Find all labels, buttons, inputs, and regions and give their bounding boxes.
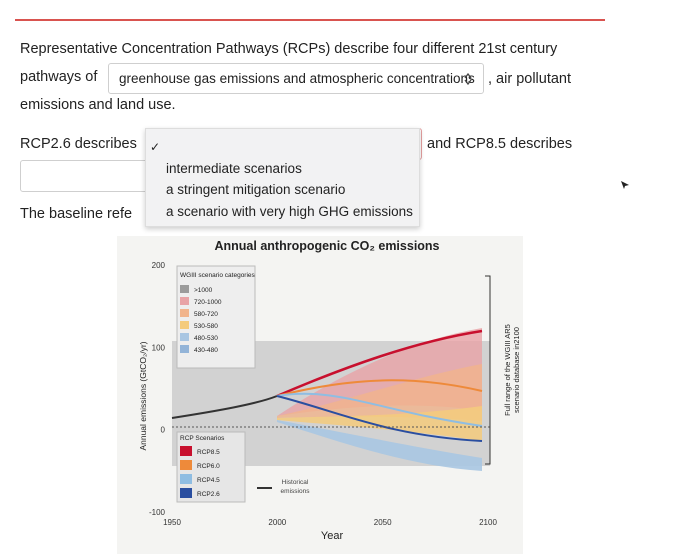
y-tick-label: -100 <box>149 508 166 517</box>
text: Representative Concentration Pathways (R… <box>20 41 558 57</box>
legend-title: RCP Scenarios <box>180 435 225 442</box>
range-label: scenario database in2100 <box>512 327 521 413</box>
top-rule <box>15 19 605 21</box>
legend-swatch <box>180 321 189 329</box>
legend-label: RCP2.6 <box>197 491 220 498</box>
legend-label: 480-530 <box>194 335 218 342</box>
legend-label: RCP4.5 <box>197 477 220 484</box>
option[interactable]: a scenario with very high GHG emissions <box>166 204 413 219</box>
legend-swatch <box>180 345 189 353</box>
legend-box <box>176 265 256 369</box>
text: and RCP8.5 describes <box>427 136 573 152</box>
band <box>277 420 482 471</box>
y-tick-label: 200 <box>152 261 166 270</box>
legend-label: 580-720 <box>194 311 218 318</box>
legend-label: 530-580 <box>194 323 218 330</box>
figure-title: Annual anthropogenic CO₂ emissions <box>214 239 439 253</box>
dropdown[interactable] <box>20 160 150 192</box>
historical-label: Historical <box>282 479 309 486</box>
legend-label: 720-1000 <box>194 299 222 306</box>
x-tick-label: 2100 <box>479 518 497 527</box>
band <box>277 364 482 421</box>
checkmark: ✓ <box>150 140 161 154</box>
legend-label: RCP6.0 <box>197 463 220 470</box>
x-tick-label: 2050 <box>374 518 392 527</box>
dropdown[interactable]: greenhouse gas emissions and atmospheric… <box>108 63 484 94</box>
y-tick-label: 0 <box>161 426 166 435</box>
x-tick-label: 2000 <box>268 518 286 527</box>
rcp-line <box>276 392 483 427</box>
legend-label: >1000 <box>194 287 213 294</box>
legend-swatch <box>180 333 189 341</box>
figure: Annual anthropogenic CO₂ emissions 200 100… <box>117 236 523 554</box>
text: , air pollutant <box>488 71 572 87</box>
x-tick-label: 1950 <box>163 518 181 527</box>
legend-label: RCP8.5 <box>197 449 220 456</box>
dropdown-value: greenhouse gas emissions and atmospheric… <box>119 71 475 86</box>
legend-label: 430-480 <box>194 347 218 354</box>
historical-line <box>171 395 278 419</box>
text: RCP2.6 describes <box>20 136 137 152</box>
legend-title: WGIII scenario categories <box>180 272 256 279</box>
range-label: Full range of the WGIII AR5 <box>503 324 512 416</box>
y-tick-label: 100 <box>152 343 166 352</box>
y-axis-label: Annual emissions (GtCO₂/yr) <box>138 341 148 450</box>
x-axis-label: Year <box>321 530 344 542</box>
rcp-line <box>276 395 483 442</box>
text: The baseline refe <box>20 206 133 222</box>
range-bracket <box>485 275 491 465</box>
text: emissions and land use. <box>20 97 176 113</box>
band <box>277 406 482 441</box>
legend-swatch <box>180 460 192 470</box>
option[interactable]: intermediate scenarios <box>166 161 302 176</box>
legend-swatch <box>180 309 189 317</box>
rcp-line <box>276 329 483 398</box>
legend-swatch <box>180 297 189 305</box>
option[interactable]: a stringent mitigation scenario <box>166 182 346 197</box>
historical-label: emissions <box>281 488 311 495</box>
legend-swatch <box>180 285 189 293</box>
text: pathways of <box>20 69 98 85</box>
legend-swatch <box>180 446 192 456</box>
rcp-line <box>276 379 483 397</box>
dropdown-menu: ✓ intermediate scenarios a stringent mit… <box>145 128 420 227</box>
legend-swatch <box>180 488 192 498</box>
chevron-icon <box>464 73 472 85</box>
cursor <box>621 181 629 189</box>
legend-swatch <box>180 474 192 484</box>
